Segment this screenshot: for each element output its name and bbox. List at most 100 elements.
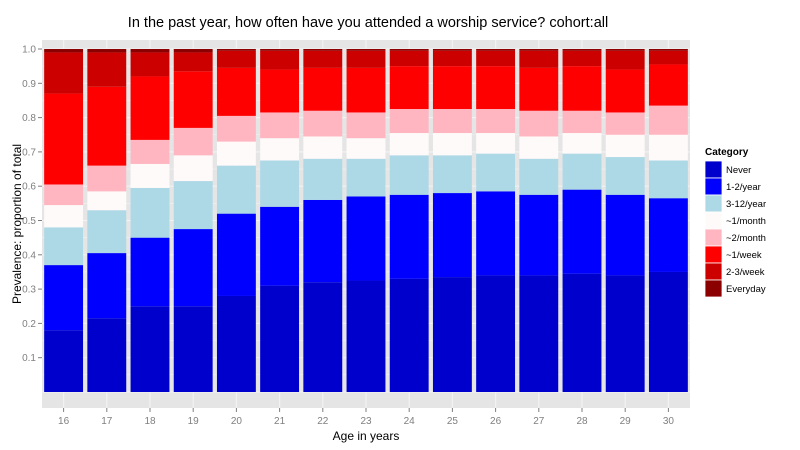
bar-segment xyxy=(303,136,343,159)
x-tick-label: 28 xyxy=(576,416,588,427)
x-tick-label: 21 xyxy=(274,416,286,427)
bar-segment xyxy=(432,155,472,194)
bar-segment xyxy=(562,273,602,392)
bar-segment xyxy=(476,275,516,392)
bar-segment xyxy=(648,198,688,272)
legend-swatch xyxy=(704,160,723,179)
y-tick-label: 0.8 xyxy=(22,113,36,124)
bar-segment xyxy=(389,194,429,279)
y-tick-label: 0.7 xyxy=(22,147,36,158)
bar-segment xyxy=(476,133,516,154)
bar-segment xyxy=(346,67,386,113)
bar-segment xyxy=(44,227,84,266)
bar-segment xyxy=(303,50,343,68)
bar-segment xyxy=(389,50,429,67)
bar-segment xyxy=(44,184,84,206)
bar-segment xyxy=(87,210,127,254)
bar-segment xyxy=(605,112,645,135)
x-tick-label: 17 xyxy=(101,416,113,427)
legend-swatch xyxy=(704,228,723,247)
legend-label: Everyday xyxy=(726,284,766,295)
bar-segment xyxy=(260,160,300,207)
bar-segment xyxy=(216,141,256,166)
legend-label: 3-12/year xyxy=(726,199,766,210)
bar-segment xyxy=(346,196,386,281)
bar-segment xyxy=(432,66,472,110)
bar-segment xyxy=(260,206,300,286)
legend-swatch xyxy=(704,279,723,298)
bar-segment xyxy=(562,110,602,134)
bar-segment xyxy=(605,49,645,51)
bar-segment xyxy=(648,50,688,65)
bar-segment xyxy=(173,127,213,156)
chart-title: In the past year, how often have you att… xyxy=(128,15,608,31)
bar-segment xyxy=(432,193,472,278)
bar-segment xyxy=(216,213,256,296)
x-tick-label: 19 xyxy=(188,416,200,427)
bar-segment xyxy=(346,138,386,159)
bar-segment xyxy=(648,160,688,199)
bars xyxy=(44,49,688,392)
bar-segment xyxy=(432,49,472,51)
bar-segment xyxy=(476,50,516,67)
bar-segment xyxy=(648,105,688,135)
bar-segment xyxy=(519,158,559,195)
bar-segment xyxy=(476,66,516,110)
bar-segment xyxy=(346,112,386,139)
legend-title: Category xyxy=(705,147,749,158)
x-tick-label: 23 xyxy=(360,416,372,427)
bar-segment xyxy=(130,163,170,188)
bar-segment xyxy=(216,67,256,116)
bar-segment xyxy=(562,49,602,51)
y-tick-label: 0.3 xyxy=(22,285,36,296)
bar-segment xyxy=(303,282,343,392)
bar-segment xyxy=(173,155,213,182)
bar-segment xyxy=(130,237,170,307)
bar-segment xyxy=(173,71,213,128)
bar-segment xyxy=(260,285,300,392)
x-axis-label: Age in years xyxy=(333,429,400,443)
bar-segment xyxy=(605,157,645,195)
bar-segment xyxy=(260,112,300,139)
bar-segment xyxy=(648,271,688,392)
bar-segment xyxy=(648,64,688,106)
bar-segment xyxy=(519,110,559,137)
bar-segment xyxy=(432,50,472,67)
bar-segment xyxy=(87,49,127,53)
legend-swatch xyxy=(704,211,723,230)
legend-label: 2-3/week xyxy=(726,267,765,278)
bar-segment xyxy=(389,278,429,392)
bar-segment xyxy=(519,194,559,276)
bar-segment xyxy=(562,189,602,274)
bar-segment xyxy=(130,139,170,164)
bar-segment xyxy=(130,49,170,53)
bar-segment xyxy=(346,158,386,197)
bar-segment xyxy=(303,67,343,111)
bar-segment xyxy=(216,115,256,142)
bar-segment xyxy=(87,86,127,166)
x-tick-label: 24 xyxy=(404,416,416,427)
legend-swatch xyxy=(704,194,723,213)
bar-segment xyxy=(216,165,256,214)
bar-segment xyxy=(346,50,386,68)
y-tick-label: 0.5 xyxy=(22,216,36,227)
bar-segment xyxy=(130,306,170,392)
bar-segment xyxy=(346,49,386,51)
bar-segment xyxy=(519,50,559,68)
bar-segment xyxy=(432,277,472,392)
legend-label: ~1/week xyxy=(726,250,762,261)
bar-segment xyxy=(432,109,472,134)
bar-segment xyxy=(648,49,688,51)
bar-segment xyxy=(346,280,386,392)
bar-segment xyxy=(87,191,127,211)
bar-segment xyxy=(476,109,516,134)
bar-segment xyxy=(173,52,213,72)
legend-label: Never xyxy=(726,165,751,176)
bar-segment xyxy=(303,49,343,51)
bar-segment xyxy=(216,50,256,68)
bar-segment xyxy=(130,187,170,238)
legend: Category Never 1-2/year 3-12/year ~1/month ~… xyxy=(704,147,766,298)
y-tick-label: 0.1 xyxy=(22,353,36,364)
bar-segment xyxy=(519,275,559,392)
